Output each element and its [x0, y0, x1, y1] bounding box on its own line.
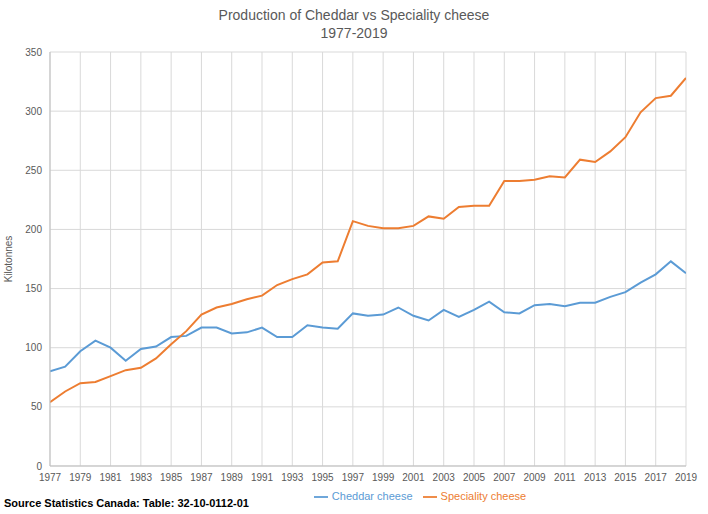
svg-text:1993: 1993 — [281, 472, 304, 483]
svg-text:2009: 2009 — [523, 472, 546, 483]
svg-text:100: 100 — [25, 342, 42, 353]
svg-text:1983: 1983 — [130, 472, 153, 483]
html-text:Cheddar cheese: Cheddar cheese — [331, 490, 413, 502]
svg-text:300: 300 — [25, 106, 42, 117]
svg-text:2011: 2011 — [554, 472, 576, 483]
svg-text:1991: 1991 — [251, 472, 274, 483]
svg-text:1989: 1989 — [221, 472, 244, 483]
svg-text:0: 0 — [36, 461, 42, 472]
svg-text:2003: 2003 — [433, 472, 456, 483]
svg-text:1995: 1995 — [311, 472, 334, 483]
svg-text:2001: 2001 — [402, 472, 425, 483]
svg-text:2017: 2017 — [645, 472, 668, 483]
svg-text:1987: 1987 — [190, 472, 213, 483]
svg-text:250: 250 — [25, 165, 42, 176]
html-text:Production of Cheddar vs Speci: Production of Cheddar vs Speciality chee… — [218, 7, 490, 23]
svg-text:1979: 1979 — [69, 472, 92, 483]
svg-text:2015: 2015 — [614, 472, 637, 483]
svg-text:350: 350 — [25, 47, 42, 58]
svg-text:50: 50 — [31, 401, 43, 412]
svg-text:150: 150 — [25, 283, 42, 294]
html-text:1977-2019: 1977-2019 — [320, 25, 388, 41]
svg-text:1977: 1977 — [39, 472, 62, 483]
svg-text:2013: 2013 — [584, 472, 607, 483]
svg-text:1999: 1999 — [372, 472, 395, 483]
svg-text:200: 200 — [25, 224, 42, 235]
svg-text:1985: 1985 — [160, 472, 183, 483]
html-text:Speciality cheese: Speciality cheese — [440, 490, 527, 502]
svg-text:Kilotonnes: Kilotonnes — [8, 236, 14, 283]
svg-text:2005: 2005 — [463, 472, 486, 483]
svg-text:2007: 2007 — [493, 472, 516, 483]
svg-text:2019: 2019 — [675, 472, 698, 483]
svg-text:1997: 1997 — [342, 472, 365, 483]
html-text:Source Statistics Canada: Tabl: Source Statistics Canada: Table: 32-10-0… — [4, 497, 249, 509]
svg-text:1981: 1981 — [99, 472, 122, 483]
